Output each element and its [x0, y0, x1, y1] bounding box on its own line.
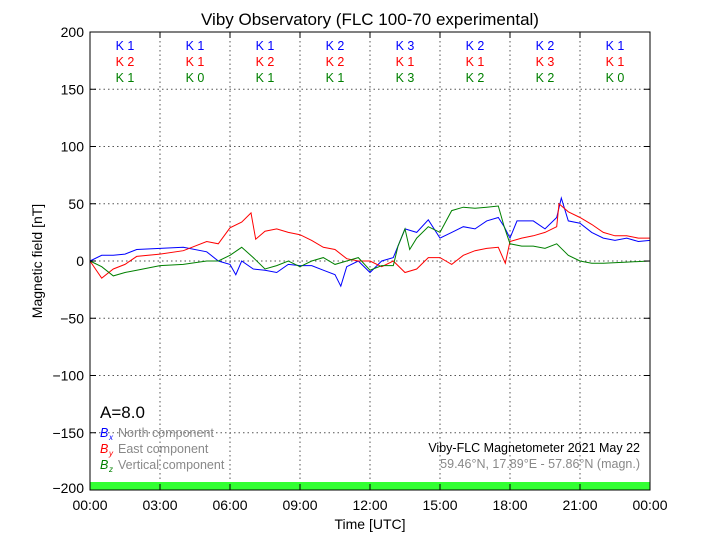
legend-symbol-y: B — [100, 442, 108, 456]
k-index-x: K 2 — [326, 39, 345, 53]
k-index-z: K 3 — [396, 71, 415, 85]
y-tick-label: 0 — [76, 253, 84, 269]
y-tick-label: 100 — [61, 139, 85, 155]
k-index-x: K 1 — [116, 39, 135, 53]
x-tick-label: 00:00 — [72, 497, 107, 513]
legend-subscript-z: z — [108, 465, 113, 474]
x-tick-label: 12:00 — [352, 497, 387, 513]
x-tick-label: 09:00 — [282, 497, 317, 513]
x-tick-label: 06:00 — [212, 497, 247, 513]
k-index-y: K 3 — [536, 55, 555, 69]
y-axis-label: Magnetic field [nT] — [29, 204, 45, 318]
series-line-z — [89, 205, 651, 277]
k-index-z: K 2 — [466, 71, 485, 85]
y-tick-label: 150 — [61, 81, 85, 97]
y-tick-label: −150 — [52, 425, 84, 441]
series-line-y — [89, 202, 650, 279]
legend-subscript-x: x — [108, 433, 114, 442]
station-annotation: Viby-FLC Magnetometer 2021 May 22 — [428, 441, 640, 455]
y-tick-label: −50 — [60, 310, 84, 326]
k-index-x: K 2 — [536, 39, 555, 53]
series-lines — [89, 196, 651, 288]
k-index-y: K 2 — [116, 55, 135, 69]
k-index-x: K 3 — [396, 39, 415, 53]
chart-title: Viby Observatory (FLC 100-70 experimenta… — [201, 10, 539, 29]
k-index-x: K 1 — [606, 39, 625, 53]
y-tick-label: 200 — [61, 24, 85, 40]
legend-label-x: North component — [118, 426, 214, 440]
y-tick-label: −100 — [52, 368, 84, 384]
y-tick-label: 50 — [68, 196, 84, 212]
k-index-y: K 1 — [606, 55, 625, 69]
k-index-z: K 2 — [536, 71, 555, 85]
k-index-x: K 1 — [186, 39, 205, 53]
k-index-y: K 1 — [186, 55, 205, 69]
k-index-y: K 2 — [326, 55, 345, 69]
k-index-x: K 2 — [466, 39, 485, 53]
k-index-y: K 1 — [466, 55, 485, 69]
y-tick-label: −200 — [52, 480, 84, 496]
legend-symbol-x: B — [100, 426, 108, 440]
x-tick-label: 18:00 — [492, 497, 527, 513]
x-tick-label: 21:00 — [562, 497, 597, 513]
k-index-y: K 2 — [256, 55, 275, 69]
k-index-z: K 1 — [116, 71, 135, 85]
legend-label-y: East component — [118, 442, 209, 456]
legend-label-z: Vertical component — [118, 458, 225, 472]
k-index-z: K 1 — [326, 71, 345, 85]
coords-annotation: 59.46°N, 17.89°E - 57.86°N (magn.) — [440, 457, 640, 471]
x-tick-label: 03:00 — [142, 497, 177, 513]
x-tick-label: 15:00 — [422, 497, 457, 513]
k-index-z: K 0 — [606, 71, 625, 85]
k-index-y: K 1 — [396, 55, 415, 69]
series-line-x — [89, 196, 651, 288]
k-index-z: K 0 — [186, 71, 205, 85]
legend-symbol-z: B — [100, 458, 108, 472]
k-index-x: K 1 — [256, 39, 275, 53]
x-axis-label: Time [UTC] — [334, 516, 405, 532]
legend-subscript-y: y — [108, 449, 114, 458]
axis-ticks: 00:00 03:00 06:00 09:00 12:00 15:00 18:00 21:00… — [52, 24, 667, 513]
k-index-table: K 1 K 1 K 1 K 2 K 3 K 2 K 2 K 1 K 2 K 1 K 2 K 2 K 1 K… — [116, 39, 625, 85]
k-index-z: K 1 — [256, 71, 275, 85]
a-index: A=8.0 — [100, 403, 145, 422]
x-tick-label: 00:00 — [632, 497, 667, 513]
